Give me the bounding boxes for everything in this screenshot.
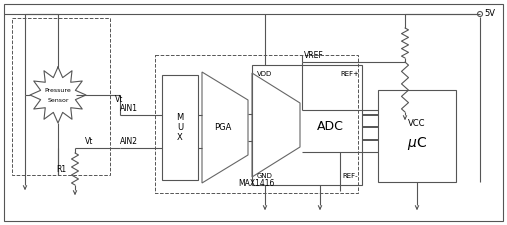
Text: X: X [177,133,183,142]
Text: VREF: VREF [304,51,324,60]
Bar [162,75,198,180]
Text: $\mu$C: $\mu$C [407,135,427,153]
Text: ADC: ADC [316,121,343,133]
Bar [252,65,362,185]
Text: REF+: REF+ [341,71,359,77]
Bar [155,55,358,193]
Text: VCC: VCC [408,119,426,128]
Text: Vt: Vt [115,95,123,104]
Text: M: M [176,113,184,122]
Text: REF-: REF- [342,173,358,179]
Text: AIN2: AIN2 [120,137,138,146]
Text: AIN1: AIN1 [120,104,138,113]
Bar [12,18,110,175]
Text: Sensor: Sensor [47,97,69,103]
Text: 5V: 5V [484,9,495,18]
Text: Pressure: Pressure [45,88,71,92]
Text: MAX1416: MAX1416 [238,179,275,188]
Text: U: U [177,123,183,132]
Text: GND: GND [257,173,273,179]
Bar [378,90,456,182]
Text: PGA: PGA [214,123,232,132]
Text: Vt: Vt [85,137,93,146]
Text: R1: R1 [56,164,66,173]
Text: VDD: VDD [258,71,273,77]
